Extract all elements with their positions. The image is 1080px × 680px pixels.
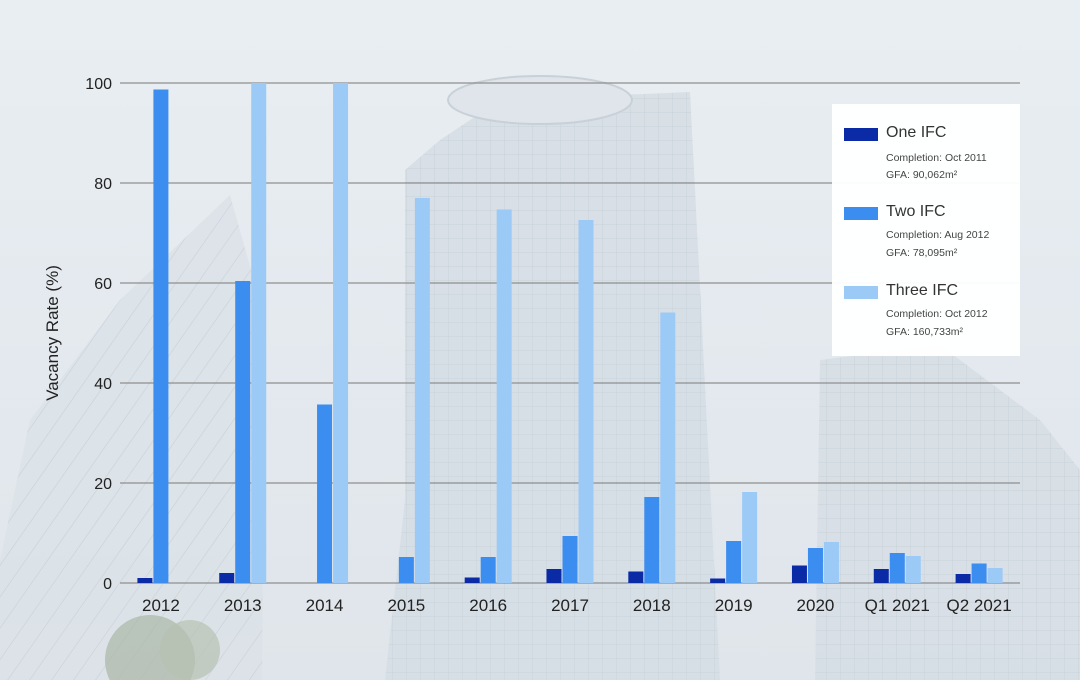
bar-one-ifc-2013 — [219, 573, 235, 583]
legend-swatch-two-ifc — [844, 207, 878, 220]
y-tick-label: 80 — [94, 176, 112, 193]
bar-three-ifc-2018 — [660, 312, 676, 583]
bar-three-ifc-2020 — [823, 542, 839, 583]
bar-three-ifc-2017 — [578, 220, 594, 583]
y-tick-label: 20 — [94, 476, 112, 493]
y-tick-label: 0 — [103, 576, 112, 593]
x-tick-label: 2018 — [633, 596, 671, 615]
x-tick-label: 2013 — [224, 596, 262, 615]
x-axis-ticks: 2012 2013 2014 2015 2016 2017 2018 2019 2020 Q1 2… — [142, 596, 1012, 615]
legend-swatch-three-ifc — [844, 286, 878, 299]
x-tick-label: 2017 — [551, 596, 589, 615]
bar-one-ifc-2020 — [791, 565, 807, 583]
legend-swatch-one-ifc — [844, 128, 878, 141]
bar-three-ifc-q2-2021 — [987, 568, 1003, 583]
x-tick-label: Q2 2021 — [946, 596, 1011, 615]
x-tick-label: Q1 2021 — [865, 596, 930, 615]
bar-two-ifc-2019 — [726, 541, 742, 583]
legend-completion: Completion: Oct 2012 — [886, 308, 988, 320]
bar-one-ifc-2018 — [628, 571, 644, 583]
bar-three-ifc-2014 — [333, 83, 349, 583]
bar-one-ifc-2012 — [137, 578, 153, 583]
bar-two-ifc-2018 — [644, 497, 660, 583]
bar-one-ifc-2019 — [710, 578, 726, 583]
y-axis-ticks: 0 20 40 60 80 100 — [85, 76, 112, 593]
x-tick-label: 2020 — [797, 596, 835, 615]
y-tick-label: 60 — [94, 276, 112, 293]
legend: One IFC Completion: Oct 2011 GFA: 90,062… — [832, 104, 1020, 356]
bar-one-ifc-q1-2021 — [873, 569, 889, 583]
bar-three-ifc-2016 — [496, 209, 512, 583]
legend-gfa: GFA: 78,095m² — [886, 247, 958, 259]
x-tick-label: 2016 — [469, 596, 507, 615]
bar-three-ifc-2013 — [251, 83, 267, 583]
x-tick-label: 2014 — [306, 596, 344, 615]
bar-two-ifc-2012 — [153, 89, 169, 583]
bar-one-ifc-2017 — [546, 569, 562, 583]
legend-completion: Completion: Aug 2012 — [886, 229, 990, 241]
x-tick-label: 2019 — [715, 596, 753, 615]
legend-gfa: GFA: 160,733m² — [886, 326, 964, 338]
bar-two-ifc-2016 — [480, 557, 496, 583]
bar-one-ifc-2016 — [464, 577, 480, 583]
bar-two-ifc-q1-2021 — [889, 553, 905, 583]
bar-two-ifc-2017 — [562, 536, 578, 583]
legend-gfa: GFA: 90,062m² — [886, 169, 958, 181]
legend-label: Three IFC — [886, 282, 959, 299]
bar-two-ifc-2015 — [398, 557, 414, 583]
legend-completion: Completion: Oct 2011 — [886, 152, 987, 164]
bars — [137, 83, 1003, 583]
x-tick-label: 2015 — [387, 596, 425, 615]
bar-two-ifc-2020 — [807, 548, 823, 583]
legend-label: One IFC — [886, 124, 947, 141]
bar-two-ifc-2014 — [317, 404, 333, 583]
bar-three-ifc-2015 — [414, 198, 430, 583]
legend-label: Two IFC — [886, 203, 946, 220]
bar-three-ifc-2019 — [742, 492, 758, 583]
y-tick-label: 40 — [94, 376, 112, 393]
bar-two-ifc-q2-2021 — [971, 563, 987, 583]
bar-two-ifc-2013 — [235, 281, 251, 583]
bar-one-ifc-q2-2021 — [955, 574, 971, 583]
x-tick-label: 2012 — [142, 596, 180, 615]
y-tick-label: 100 — [85, 76, 112, 93]
bar-three-ifc-q1-2021 — [905, 556, 921, 583]
y-axis-label: Vacancy Rate (%) — [43, 265, 62, 401]
